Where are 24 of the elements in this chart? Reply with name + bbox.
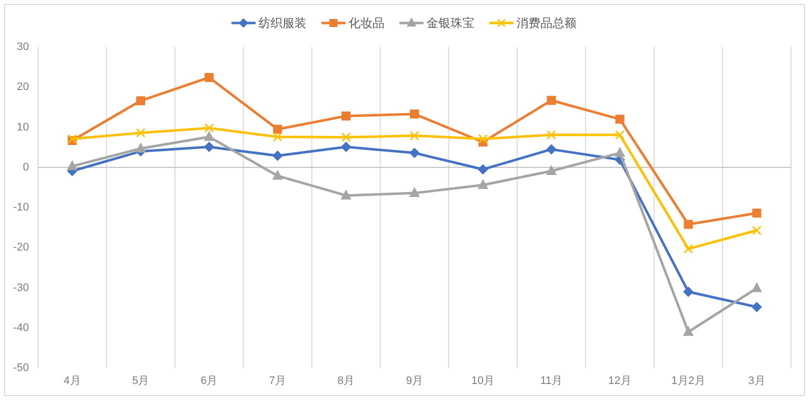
legend-label: 消费品总额 — [516, 16, 576, 30]
y-tick-label: -50 — [13, 362, 29, 374]
y-tick-label: -40 — [13, 322, 29, 334]
x-tick-label: 11月 — [540, 375, 563, 387]
y-tick-label: -30 — [13, 282, 29, 294]
y-tick-label: -20 — [13, 242, 29, 254]
y-tick-label: 10 — [16, 121, 29, 134]
y-tick-label: -10 — [13, 202, 29, 214]
x-tick-label: 7月 — [269, 375, 286, 387]
x-tick-label: 8月 — [337, 375, 355, 387]
x-tick-label: 9月 — [406, 375, 424, 387]
legend-label: 金银珠宝 — [426, 16, 474, 30]
x-tick-label: 5月 — [132, 375, 150, 387]
y-tick-label: 30 — [16, 41, 29, 53]
x-tick-label: 10月 — [471, 375, 495, 387]
x-tick-label: 6月 — [200, 375, 218, 387]
legend-label: 纺织服装 — [258, 16, 306, 30]
y-tick-label: 20 — [16, 81, 29, 94]
x-tick-label: 1月2月 — [671, 375, 706, 387]
x-tick-label: 4月 — [64, 375, 81, 387]
legend-label: 化妆品 — [348, 16, 384, 30]
x-tick-label: 12月 — [608, 375, 632, 387]
x-tick-label: 3月 — [748, 375, 766, 387]
y-tick-label: 0 — [22, 161, 29, 174]
